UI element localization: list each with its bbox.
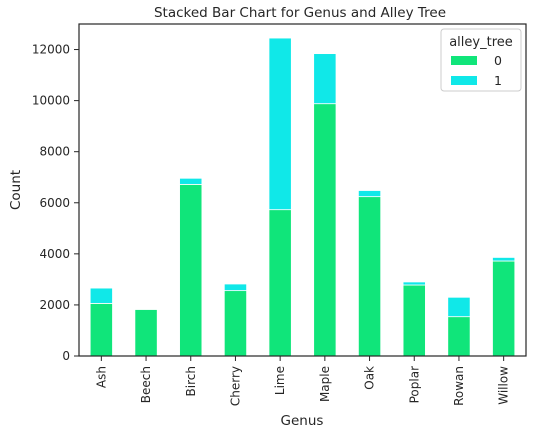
bar-maple-series-1 (313, 53, 337, 105)
bar-lime-series-0 (268, 209, 292, 357)
y-tick-label-12000: 12000 (32, 43, 70, 57)
bar-oak-series-0 (357, 196, 382, 357)
legend-box (440, 28, 522, 92)
x-tick-label-lime: Lime (273, 366, 287, 395)
legend-label-1: 1 (494, 73, 502, 88)
bar-cherry-series-1 (223, 283, 248, 292)
x-tick-label-willow: Willow (497, 366, 511, 405)
x-tick-label-birch: Birch (184, 366, 198, 396)
x-axis-label: Genus (281, 413, 324, 429)
bar-willow-series-1 (492, 257, 516, 262)
plot-frame (78, 23, 527, 357)
y-tick-label-8000: 8000 (39, 145, 70, 159)
bar-lime-series-1 (268, 37, 292, 211)
x-tick-label-poplar: Poplar (407, 366, 421, 403)
y-axis: 0 2000 4000 6000 8000 10000 12000 (32, 43, 79, 363)
bar-willow-series-0 (492, 260, 516, 357)
bar-rowan-series-1 (447, 296, 471, 318)
y-axis-label: Count (8, 170, 24, 210)
bar-ash-series-1 (89, 287, 113, 304)
bar-poplar-series-1 (402, 281, 426, 286)
x-tick-label-cherry: Cherry (228, 366, 242, 406)
x-tick-label-beech: Beech (139, 366, 153, 403)
y-tick-label-10000: 10000 (32, 94, 70, 108)
x-tick-label-rowan: Rowan (452, 366, 466, 406)
legend-title: alley_tree (449, 35, 513, 50)
x-tick-label-ash: Ash (94, 366, 108, 388)
y-tick-label-0: 0 (62, 349, 70, 363)
bar-beech-series-0 (134, 309, 158, 357)
legend-label-0: 0 (494, 53, 502, 68)
bar-rowan-series-0 (447, 316, 471, 357)
bar-maple-series-0 (313, 103, 337, 357)
chart-title: Stacked Bar Chart for Genus and Alley Tr… (154, 5, 446, 21)
bar-poplar-series-0 (402, 284, 426, 357)
legend-swatch-1 (451, 76, 477, 85)
y-tick-label-6000: 6000 (39, 196, 70, 210)
legend-swatch-0 (451, 56, 477, 65)
legend: alley_tree 0 1 (440, 28, 522, 92)
bar-oak-series-1 (357, 190, 382, 198)
bar-birch-series-0 (179, 183, 203, 357)
bar-ash-series-0 (89, 302, 113, 357)
y-tick-label-2000: 2000 (39, 298, 70, 312)
bar-cherry-series-0 (223, 290, 248, 357)
y-tick-label-4000: 4000 (39, 247, 70, 261)
bars-group (89, 37, 516, 357)
x-axis: Ash Beech Birch Cherry Lime Maple Oak Poplar Row… (94, 356, 511, 406)
x-tick-label-oak: Oak (363, 366, 377, 390)
bar-birch-series-1 (179, 177, 203, 185)
x-tick-label-maple: Maple (318, 366, 332, 402)
